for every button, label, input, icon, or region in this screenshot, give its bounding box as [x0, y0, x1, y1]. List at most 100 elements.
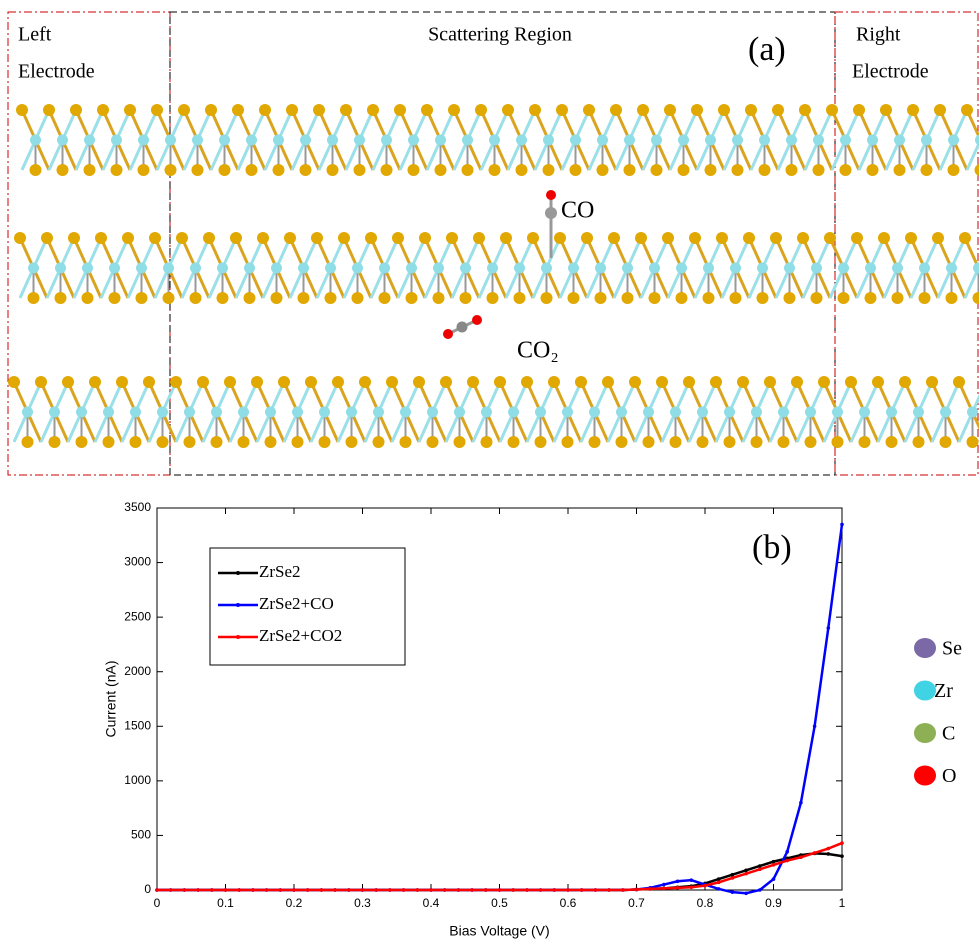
se-atom	[49, 436, 61, 448]
se-atom	[138, 164, 150, 176]
zr-atom	[751, 407, 762, 418]
zr-atom	[481, 407, 492, 418]
zr-atom	[597, 135, 608, 146]
se-atom	[786, 164, 798, 176]
se-atom	[805, 436, 817, 448]
se-atom	[122, 232, 134, 244]
zr-atom	[784, 263, 795, 274]
zr-atom	[946, 263, 957, 274]
data-point	[292, 888, 296, 892]
zr-atom	[859, 407, 870, 418]
data-point	[566, 888, 570, 892]
se-atom	[57, 164, 69, 176]
zr-atom	[354, 135, 365, 146]
zr-atom	[271, 263, 282, 274]
se-atom	[570, 164, 582, 176]
panel-label: (b)	[752, 529, 792, 566]
zr-atom	[327, 135, 338, 146]
data-point	[224, 888, 228, 892]
zr-atom	[703, 263, 714, 274]
se-atom	[527, 232, 539, 244]
o-atom	[546, 190, 556, 200]
zr-atom	[136, 263, 147, 274]
zr-atom	[381, 135, 392, 146]
se-atom	[710, 376, 722, 388]
se-atom	[381, 164, 393, 176]
se-atom	[705, 164, 717, 176]
zr-atom	[705, 135, 716, 146]
data-point	[717, 881, 721, 885]
data-point	[580, 888, 584, 892]
se-atom	[30, 164, 42, 176]
se-atom	[670, 436, 682, 448]
zr-atom	[778, 407, 789, 418]
se-atom	[840, 164, 852, 176]
data-point	[827, 852, 831, 856]
se-atom	[784, 292, 796, 304]
se-atom	[427, 436, 439, 448]
data-point	[731, 890, 735, 894]
se-atom	[886, 436, 898, 448]
se-atom	[421, 104, 433, 116]
data-point	[772, 860, 776, 864]
se-atom	[454, 436, 466, 448]
se-atom	[959, 232, 971, 244]
data-point	[744, 869, 748, 873]
se-atom	[583, 104, 595, 116]
panel-label: (a)	[748, 31, 786, 68]
se-atom	[948, 164, 960, 176]
se-atom	[352, 292, 364, 304]
se-atom	[68, 232, 80, 244]
se-atom	[770, 232, 782, 244]
se-atom	[635, 232, 647, 244]
se-atom	[170, 376, 182, 388]
se-atom	[953, 376, 965, 388]
se-atom	[500, 232, 512, 244]
x-tick-label: 0.9	[765, 896, 782, 910]
se-atom	[757, 292, 769, 304]
zr-atom	[940, 407, 951, 418]
y-tick-label: 3000	[124, 555, 151, 569]
se-atom	[568, 292, 580, 304]
se-atom	[286, 104, 298, 116]
data-point	[196, 888, 200, 892]
se-atom	[973, 292, 979, 304]
zr-atom	[433, 263, 444, 274]
zr-atom	[109, 263, 120, 274]
se-atom	[176, 232, 188, 244]
se-atom	[489, 164, 501, 176]
x-tick-label: 0.2	[286, 896, 303, 910]
se-atom	[149, 232, 161, 244]
zr-atom	[724, 407, 735, 418]
zr-atom	[454, 407, 465, 418]
data-point	[717, 887, 721, 891]
zr-atom	[462, 135, 473, 146]
zr-atom	[805, 407, 816, 418]
element-label: C	[942, 723, 955, 745]
se-atom	[481, 436, 493, 448]
data-point	[525, 888, 529, 892]
se-atom	[82, 292, 94, 304]
data-point	[635, 888, 639, 892]
zr-atom	[670, 407, 681, 418]
se-atom	[14, 232, 26, 244]
se-atom	[597, 164, 609, 176]
data-point	[607, 888, 611, 892]
zrse2-layer	[14, 232, 979, 304]
data-point	[676, 886, 680, 890]
zr-atom	[28, 263, 39, 274]
data-point	[498, 888, 502, 892]
se-atom	[386, 376, 398, 388]
se-atom	[926, 376, 938, 388]
se-atom	[913, 436, 925, 448]
se-atom	[151, 104, 163, 116]
se-atom	[824, 232, 836, 244]
data-point	[662, 887, 666, 891]
zr-atom	[840, 135, 851, 146]
se-atom	[35, 376, 47, 388]
se-atom	[813, 164, 825, 176]
se-atom	[217, 292, 229, 304]
se-atom	[811, 292, 823, 304]
se-atom	[165, 164, 177, 176]
left-electrode-label: Left	[18, 24, 52, 46]
